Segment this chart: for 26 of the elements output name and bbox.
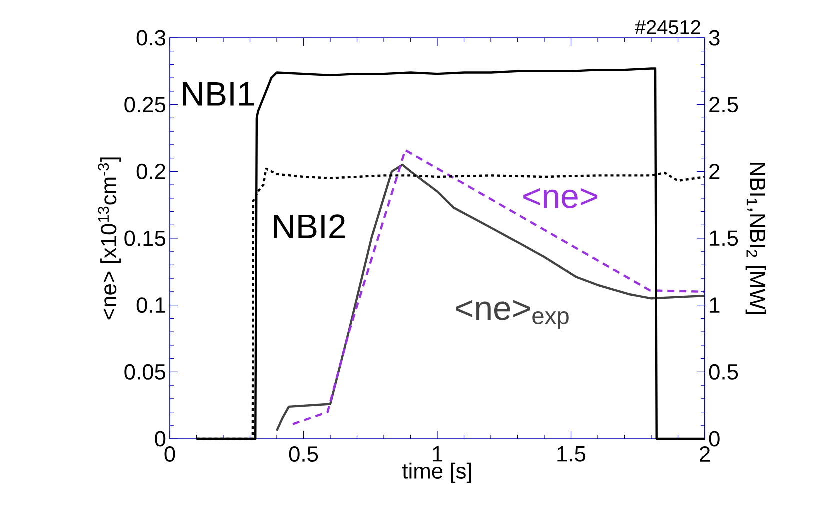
y-axis-title: <ne> [x10$^{13}$cm$^{-3}$] bbox=[98, 158, 121, 320]
text: #24512 bbox=[635, 20, 700, 34]
y-tick-label: 0.2 bbox=[136, 164, 166, 180]
y2-tick-label: 2 bbox=[710, 164, 720, 180]
y2-tick-label: 0.5 bbox=[709, 364, 738, 380]
x-tick-label: 1.5 bbox=[558, 446, 586, 462]
y2-tick-label: 0 bbox=[709, 431, 720, 447]
y-tick-label: 0 bbox=[155, 431, 166, 447]
y-tick-label: 0.3 bbox=[136, 30, 166, 46]
series-label: NBI1 bbox=[183, 82, 254, 106]
y2-tick-label: 3 bbox=[709, 30, 720, 46]
y2-tick-label: 1 bbox=[710, 298, 720, 313]
x-tick-label: 1 bbox=[433, 446, 443, 462]
y-tick-label: 0.1 bbox=[136, 298, 166, 314]
y-tick-label: 0.05 bbox=[124, 364, 166, 380]
y-tick-label: 0.25 bbox=[124, 97, 166, 113]
x-tick-label: 0.5 bbox=[289, 446, 318, 462]
series-label: <ne> bbox=[524, 188, 598, 208]
y2-tick-label: 2.5 bbox=[710, 97, 738, 113]
series-label: <ne>$_{exp}$ bbox=[456, 300, 569, 330]
series-label: NBI2 bbox=[274, 214, 346, 238]
y-tick-label: 0.15 bbox=[124, 230, 166, 246]
x-tick-label: 2 bbox=[700, 446, 710, 462]
y2-tick-label: 1.5 bbox=[710, 230, 738, 246]
x-axis-title: time [s] bbox=[402, 462, 472, 484]
y2-axis-title: NBI$_{1}$,NBI$_{2}$ [MW] bbox=[746, 163, 766, 314]
